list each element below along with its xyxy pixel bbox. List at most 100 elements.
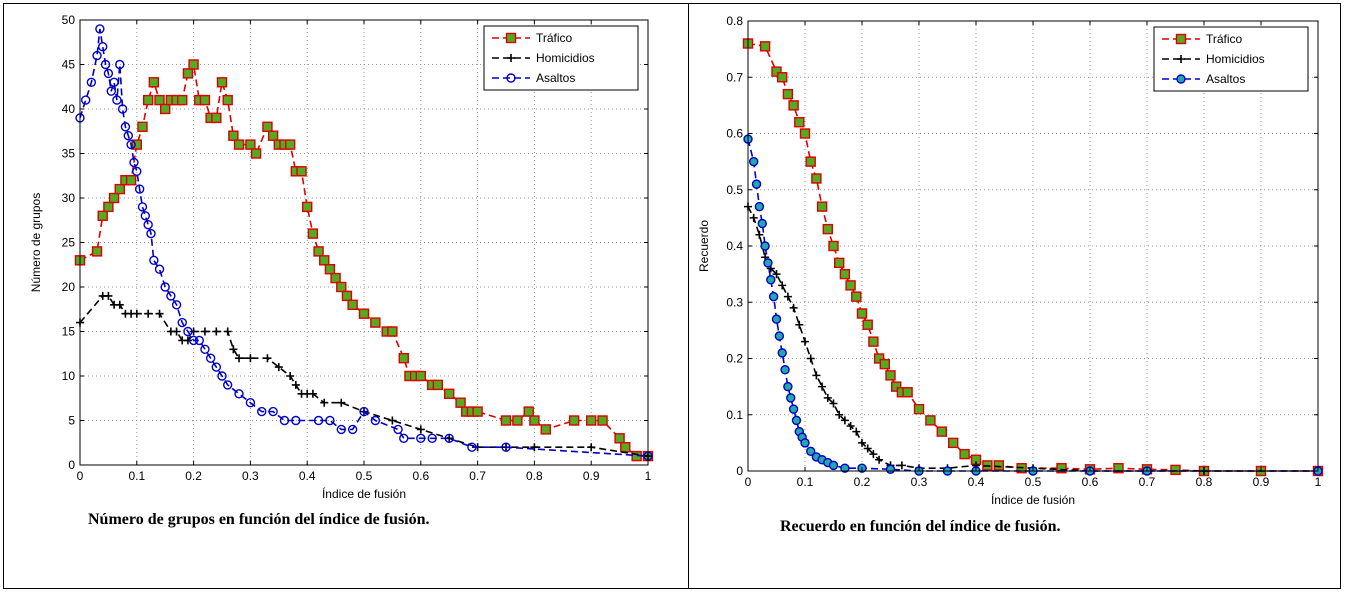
chart0-series-2-point	[347, 424, 358, 435]
caption-right: Recuerdo en función del índice de fusión…	[780, 518, 1061, 535]
chart1-series-0-point	[828, 240, 839, 252]
chart0-ytick-label: 0	[68, 458, 75, 472]
chart0-ytick-label: 45	[62, 58, 76, 72]
chart0-ytick-label: 5	[68, 414, 75, 428]
chart0-series-2-point	[123, 130, 133, 141]
chart1-series-1-point	[852, 427, 861, 436]
chart0-legend-marker-1	[507, 54, 515, 62]
chart0-series-0-point	[387, 326, 398, 337]
chart1-series-2-point	[768, 291, 779, 302]
chart1-series-1-point	[812, 371, 821, 380]
figure-frame	[3, 3, 1341, 589]
chart0-series-0-point	[267, 130, 279, 141]
chart0-series-1-point	[530, 443, 539, 452]
chart0-series-1-line	[79, 295, 649, 457]
chart0-series-0-point	[432, 379, 444, 391]
chart0-series-2-point	[129, 157, 139, 168]
chart0-series-0-point	[148, 77, 160, 88]
chart1-series-1-point	[823, 393, 832, 402]
chart0-series-0-point	[262, 121, 273, 133]
chart1-series-0-point	[868, 336, 879, 347]
chart1-series-0-point	[799, 128, 811, 139]
chart0-series-2-point	[279, 415, 290, 426]
chart1-series-2-point	[780, 365, 790, 375]
chart1-series-0-point	[833, 257, 845, 269]
chart0-series-1-point	[183, 336, 192, 345]
chart0-ytick-label: 20	[62, 280, 76, 294]
chart1-series-1-point	[755, 230, 764, 239]
chart0-series-1-point	[286, 372, 295, 380]
chart0-series-0-point	[586, 415, 597, 426]
chart1-series-1-point	[829, 399, 838, 408]
chart0-xtick-label: 0.3	[242, 469, 259, 483]
chart1-series-0-point	[771, 66, 782, 77]
chart1-series-0-point	[862, 319, 873, 330]
chart0-series-0-point	[358, 308, 370, 319]
chart1-xtick-label: 0.5	[1025, 475, 1042, 489]
chart0-ytick-label: 15	[62, 325, 76, 339]
chart1-ytick-label: 0	[736, 464, 743, 478]
chart0-series-2-point	[444, 433, 454, 443]
chart0-xtick-label: 1	[645, 469, 652, 483]
chart0-series-2-point	[95, 24, 105, 34]
chart1-ytick-label: 0.7	[726, 70, 743, 84]
chart1-series-1-point	[806, 354, 815, 363]
chart0-series-0-point	[142, 94, 154, 106]
chart0-ylabel: Número de grupos	[29, 193, 43, 292]
chart0-xtick-label: 0.1	[128, 469, 145, 483]
chart0-series-2-point	[200, 344, 210, 354]
chart1-series-2-point	[774, 331, 785, 341]
chart1-ytick-label: 0.6	[726, 127, 743, 141]
chart1-xtick-label: 0.9	[1253, 475, 1270, 489]
chart1-series-0-point	[885, 370, 896, 381]
chart0-series-2-point	[245, 398, 256, 408]
chart0-series-1-point	[212, 327, 221, 336]
chart0-series-0-point	[188, 59, 199, 70]
chart0-series-2-point	[117, 104, 128, 114]
chart1-xtick-label: 1	[1315, 475, 1322, 489]
chart1-series-2-point	[800, 438, 810, 448]
chart1-series-0-point	[816, 201, 828, 212]
chart0-series-0-point	[199, 94, 211, 106]
chart0-series-2-point	[137, 202, 148, 212]
chart0-legend-marker-2	[506, 73, 516, 83]
chart0-series-0-point	[307, 228, 319, 239]
chart0-series-2-point	[126, 139, 136, 150]
chart0-ytick-label: 25	[62, 236, 76, 250]
chart0-series-2-point	[132, 166, 142, 177]
chart1-series-0-point	[782, 88, 794, 100]
chart1-legend-marker-0	[1175, 33, 1187, 45]
chart0-xtick-label: 0.9	[583, 469, 600, 483]
chart1-series-0-point	[788, 100, 799, 111]
chart0-series-2-point	[120, 122, 131, 132]
chart0-series-2-point	[467, 442, 477, 452]
chart1-series-1-line	[747, 206, 1318, 472]
chart1-legend-label-2: Asaltos	[1206, 72, 1245, 86]
chart0-series-2-point	[291, 415, 301, 426]
chart0-series-0-point	[597, 415, 608, 426]
chart1-series-1-point	[778, 281, 787, 290]
chart0-series-1-point	[587, 443, 596, 452]
chart0-series-2-point	[177, 317, 187, 328]
chart0-series-0-point	[620, 442, 631, 453]
chart0-series-0-point	[233, 139, 245, 150]
chart1-series-1-point	[840, 416, 849, 425]
chart0-series-0-point	[245, 139, 256, 150]
chart0-series-1-point	[337, 398, 346, 407]
chart1-series-2-point	[788, 404, 799, 414]
chart0-ytick-label: 50	[62, 13, 76, 27]
chart1-series-1-point	[835, 410, 844, 419]
chart1-series-1-point	[875, 455, 884, 464]
chart0-series-1-point	[274, 363, 283, 372]
chart1-series-2-point	[791, 415, 802, 426]
caption-left: Número de grupos en función del índice d…	[88, 511, 430, 528]
chart1-xtick-label: 0.1	[797, 475, 814, 489]
chart1-series-2-point	[754, 201, 765, 212]
chart0-series-2-point	[100, 59, 111, 70]
chart0-series-0-point	[347, 299, 358, 310]
chart1-series-1-point	[863, 444, 872, 453]
chart1-series-0-point	[856, 308, 868, 319]
chart0-series-0-point	[472, 406, 483, 417]
chart0-series-1-point	[291, 380, 300, 389]
chart0-xtick-label: 0.6	[412, 469, 429, 483]
